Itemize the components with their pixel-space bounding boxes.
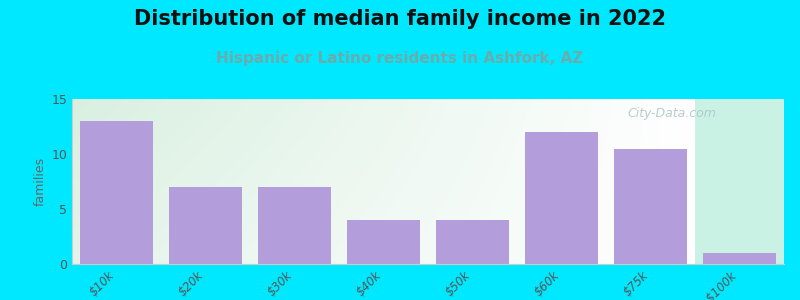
Bar [695, 99, 784, 264]
Text: City-Data.com: City-Data.com [627, 107, 716, 120]
Bar [347, 220, 420, 264]
Bar [436, 220, 509, 264]
Bar [169, 187, 242, 264]
Text: Distribution of median family income in 2022: Distribution of median family income in … [134, 9, 666, 29]
Bar [614, 148, 687, 264]
Bar [258, 187, 331, 264]
Text: Hispanic or Latino residents in Ashfork, AZ: Hispanic or Latino residents in Ashfork,… [216, 51, 584, 66]
Y-axis label: families: families [34, 157, 47, 206]
Bar [80, 121, 153, 264]
Bar [525, 132, 598, 264]
Bar [703, 253, 776, 264]
